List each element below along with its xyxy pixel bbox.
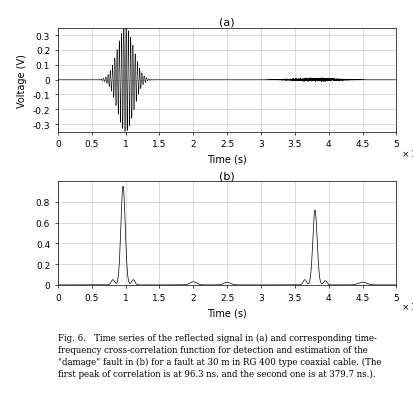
Text: $\times\,10^{-7}$: $\times\,10^{-7}$ — [401, 147, 413, 159]
X-axis label: Time (s): Time (s) — [207, 307, 247, 317]
Text: Fig. 6.   Time series of the reflected signal in (a) and corresponding time-
fre: Fig. 6. Time series of the reflected sig… — [58, 333, 381, 378]
Title: (b): (b) — [219, 171, 235, 181]
Title: (a): (a) — [219, 18, 235, 28]
Text: $\times\,10^{-7}$: $\times\,10^{-7}$ — [401, 300, 413, 312]
X-axis label: Time (s): Time (s) — [207, 154, 247, 164]
Y-axis label: Voltage (V): Voltage (V) — [17, 54, 27, 107]
